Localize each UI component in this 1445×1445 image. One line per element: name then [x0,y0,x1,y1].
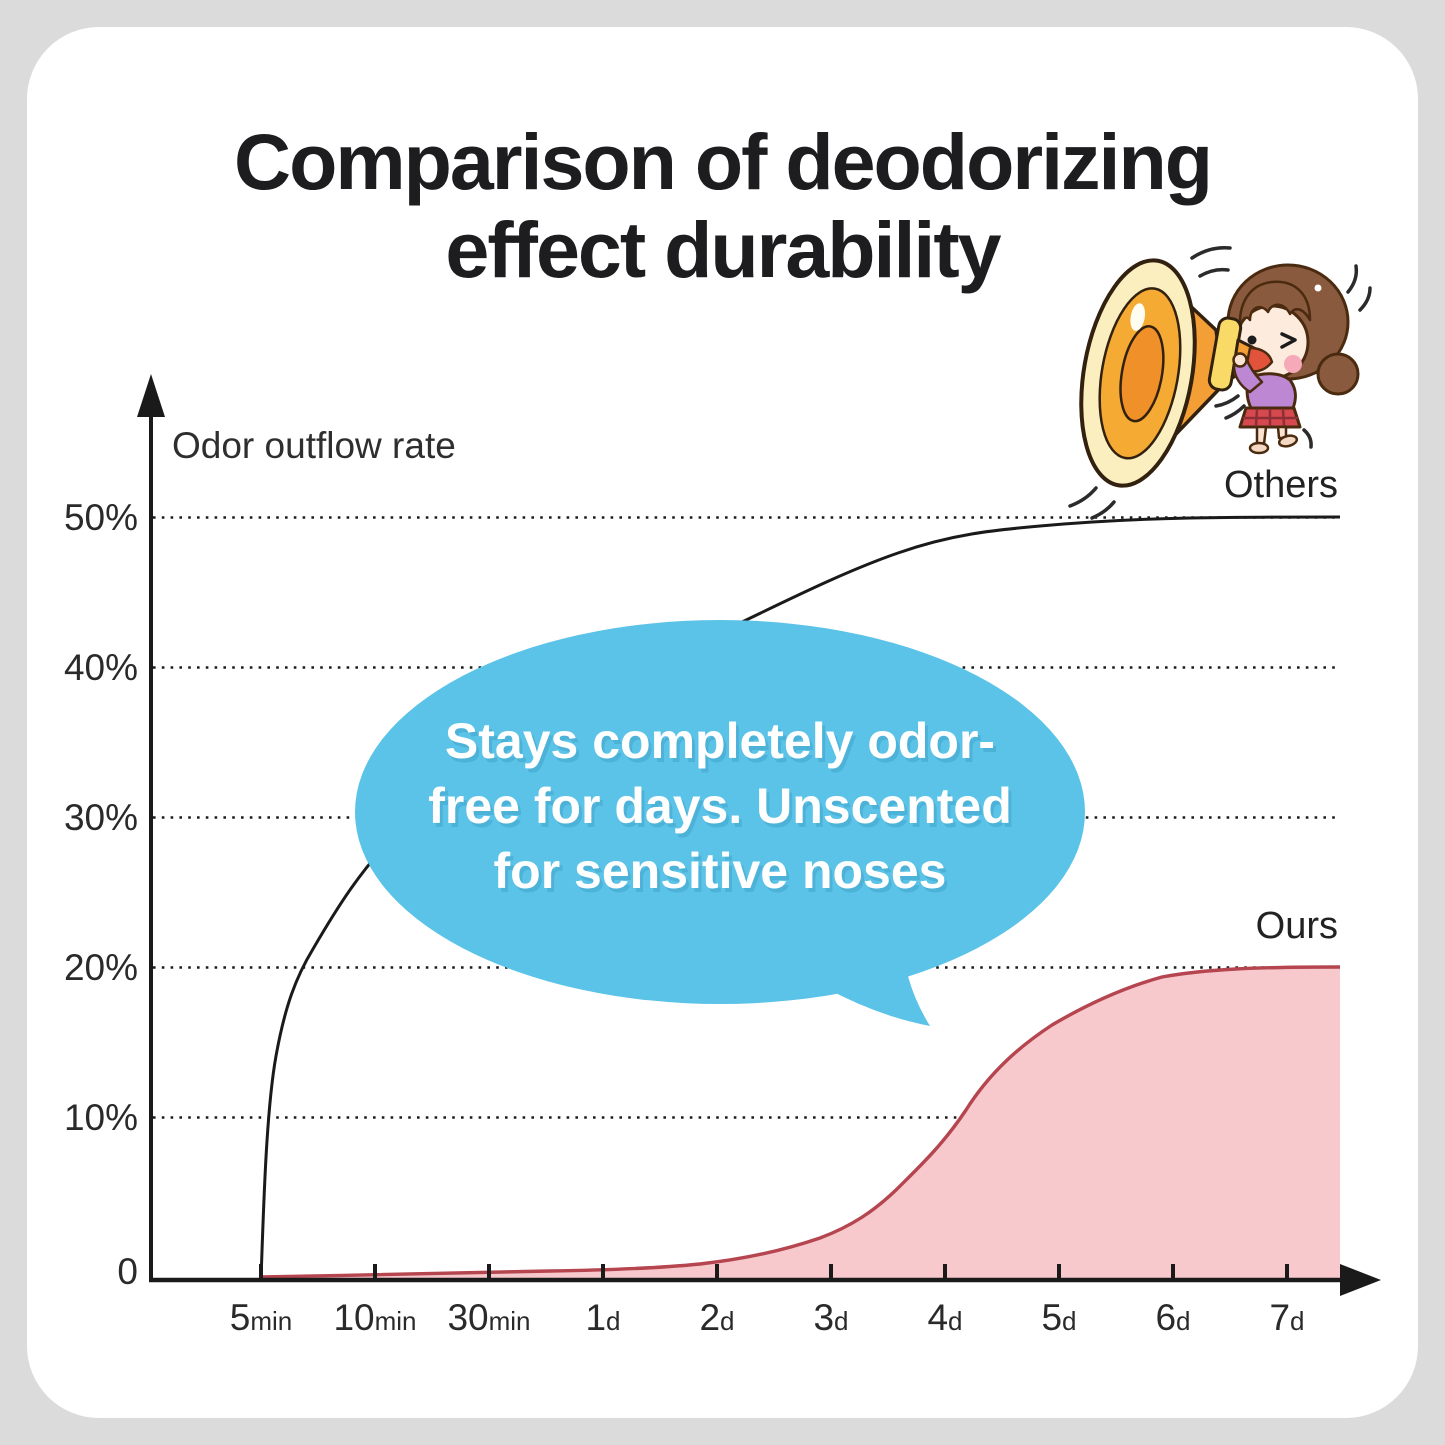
x-tick-label: 1d [585,1297,620,1338]
x-tick-label: 7d [1269,1297,1304,1338]
x-tick-label: 30min [447,1297,530,1338]
girl-eye [1247,335,1257,345]
y-tick-label-40: 40% [64,647,138,688]
series-label-others: Others [1224,464,1338,506]
girl-wink-eye [1280,332,1297,349]
svg-text:free for days. Unscented: free for days. Unscented [431,782,1015,838]
girl-hair-shine [1314,284,1322,292]
girl-skirt-plaid [1242,408,1299,427]
megaphone-bell-highlight [1130,303,1146,331]
megaphone-girl-illustration [1068,245,1372,520]
x-tick-label: 5d [1041,1297,1076,1338]
girl-hand [1232,352,1248,368]
y-tick-label-20: 20% [64,947,138,988]
ours-curve [260,965,1341,1279]
speech-bubble-body [355,620,1085,1004]
girl-bangs [1238,280,1312,332]
y-tick-label-0: 0 [117,1251,138,1292]
svg-text:Stays completely odor-: Stays completely odor- [448,717,998,773]
svg-text:for sensitive noses: for sensitive noses [497,847,950,903]
megaphone-bell [1079,258,1197,488]
y-tick-label-50: 50% [64,497,138,538]
page-title: Comparison of deodorizing effect durabil… [0,118,1445,294]
girl-cheek [1284,355,1302,373]
x-tick-marks [259,1264,1289,1281]
x-tick-label: 4d [927,1297,962,1338]
y-axis-arrow-icon [137,374,165,417]
speech-bubble-tail [826,938,930,1026]
girl-hair-curl-right [1316,352,1360,396]
girl-foot-right [1277,434,1299,448]
y-tick-label-10: 10% [64,1097,138,1138]
title-line-2: effect durability [445,205,1001,294]
axes [149,398,1344,1283]
x-tick-label: 10min [333,1297,416,1338]
x-tick-label: 6d [1155,1297,1190,1338]
bubble-text-line-2: free for days. Unscented [428,778,1012,834]
megaphone [1079,258,1260,488]
ours-area-fill [261,967,1340,1280]
x-tick-label: 2d [699,1297,734,1338]
speech-bubble-text-shadow: Stays completely odor- free for days. Un… [431,717,1015,903]
bubble-text-line-3: for sensitive noses [494,843,947,899]
speech-bubble: Stays completely odor- free for days. Un… [355,620,1085,1026]
megaphone-bell-inner [1119,325,1165,423]
bubble-text-line-1: Stays completely odor- [445,713,995,769]
x-tick-label: 3d [813,1297,848,1338]
girl-leg-left [1255,425,1268,446]
speech-bubble-text: Stays completely odor- free for days. Un… [428,713,1012,899]
girl-foot-left [1248,441,1270,455]
y-tick-labels: 50% 40% 30% 20% 10% 0 [64,497,138,1292]
x-tick-label: 5min [230,1297,292,1338]
x-tick-labels: 5min 10min 30min 1d 2d 3d 4d 5d 6d 7d [230,1297,1305,1338]
y-tick-label-30: 30% [64,797,138,838]
motion-lines [1068,245,1372,520]
title-line-1: Comparison of deodorizing [234,117,1213,206]
x-axis-arrow-icon [1340,1264,1381,1296]
y-axis-title: Odor outflow rate [172,425,456,466]
series-label-ours: Ours [1256,905,1338,947]
